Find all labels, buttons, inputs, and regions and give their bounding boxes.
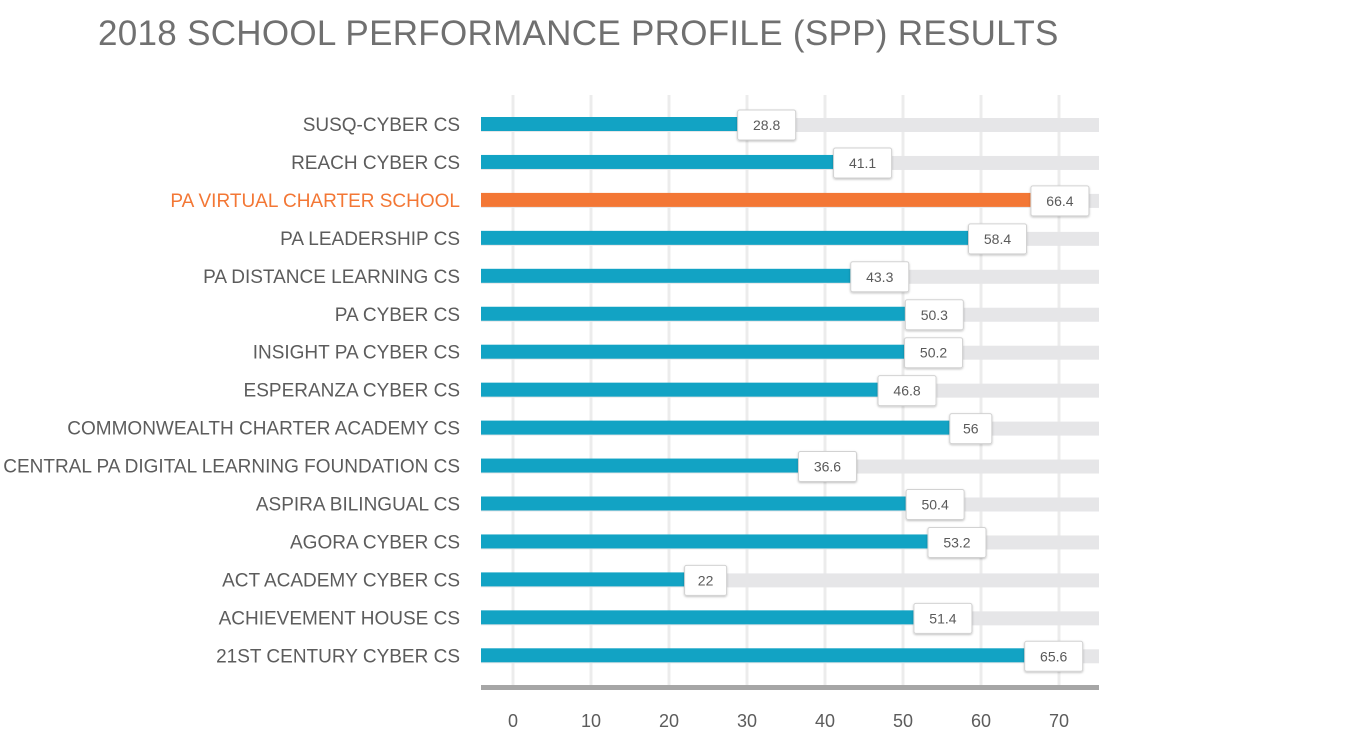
bar	[481, 648, 1025, 663]
category-label: ESPERANZA CYBER CS	[244, 381, 460, 402]
category-label: PA VIRTUAL CHARTER SCHOOL	[170, 191, 460, 212]
category-label: PA LEADERSHIP CS	[280, 229, 460, 250]
x-axis-line	[481, 685, 1099, 690]
value-label: 56	[963, 421, 979, 437]
value-label-box	[904, 299, 964, 331]
value-label: 50.2	[920, 345, 947, 361]
bar	[481, 306, 906, 321]
bar	[481, 382, 879, 397]
bar	[481, 534, 928, 549]
value-label-box	[737, 109, 797, 141]
bar	[481, 420, 950, 435]
category-label: PA DISTANCE LEARNING CS	[203, 267, 460, 288]
category-label: CENTRAL PA DIGITAL LEARNING FOUNDATION C…	[3, 457, 460, 478]
bar	[481, 344, 905, 359]
value-label: 28.8	[753, 117, 780, 133]
value-label-box	[927, 526, 987, 558]
value-label: 66.4	[1046, 193, 1073, 209]
category-label: ACHIEVEMENT HOUSE CS	[219, 608, 460, 629]
x-tick-label: 10	[581, 711, 601, 731]
value-label-box	[850, 261, 910, 293]
value-label: 41.1	[849, 155, 876, 171]
value-label-box	[949, 413, 993, 445]
value-label-box	[797, 451, 857, 483]
category-label: REACH CYBER CS	[291, 153, 460, 174]
x-tick-label: 60	[971, 711, 991, 731]
value-label-box	[1030, 185, 1090, 217]
x-tick-label: 40	[815, 711, 835, 731]
category-label: AGORA CYBER CS	[290, 532, 460, 553]
category-label: COMMONWEALTH CHARTER ACADEMY CS	[67, 419, 460, 440]
value-label-box	[877, 375, 937, 407]
value-label: 43.3	[866, 269, 893, 285]
x-tick-label: 50	[893, 711, 913, 731]
category-label: 21ST CENTURY CYBER CS	[216, 646, 460, 667]
bar	[481, 458, 799, 473]
value-label: 22	[698, 572, 714, 588]
value-label: 50.4	[921, 497, 948, 513]
value-label: 50.3	[921, 307, 948, 323]
x-tick-label: 30	[737, 711, 757, 731]
value-label-box	[1024, 640, 1084, 672]
value-label: 51.4	[929, 610, 956, 626]
bar	[481, 496, 907, 511]
value-label: 53.2	[943, 534, 970, 550]
value-label: 58.4	[984, 231, 1011, 247]
value-label: 36.6	[814, 459, 841, 475]
bar	[481, 268, 851, 283]
value-label-box	[905, 489, 965, 520]
x-tick-label: 0	[508, 711, 518, 731]
category-label: ASPIRA BILINGUAL CS	[256, 495, 460, 516]
x-tick-label: 20	[659, 711, 679, 731]
chart-title: 2018 SCHOOL PERFORMANCE PROFILE (SPP) RE…	[98, 14, 1059, 53]
value-label-box	[833, 147, 893, 179]
value-label: 65.6	[1040, 648, 1067, 664]
value-label-box	[913, 602, 973, 634]
bar	[481, 230, 969, 245]
value-label-box	[968, 223, 1028, 255]
category-label: INSIGHT PA CYBER CS	[253, 343, 460, 364]
bar	[481, 192, 1031, 207]
value-label-box	[684, 564, 728, 596]
value-label-box	[904, 337, 964, 369]
bar	[481, 572, 685, 587]
category-label: PA CYBER CS	[335, 305, 460, 326]
bar	[481, 610, 914, 625]
bar	[481, 154, 834, 169]
bar	[481, 117, 738, 131]
category-label: SUSQ-CYBER CS	[303, 115, 460, 136]
category-label: ACT ACADEMY CYBER CS	[222, 570, 460, 591]
value-label: 46.8	[893, 383, 920, 399]
x-tick-label: 70	[1049, 711, 1069, 731]
